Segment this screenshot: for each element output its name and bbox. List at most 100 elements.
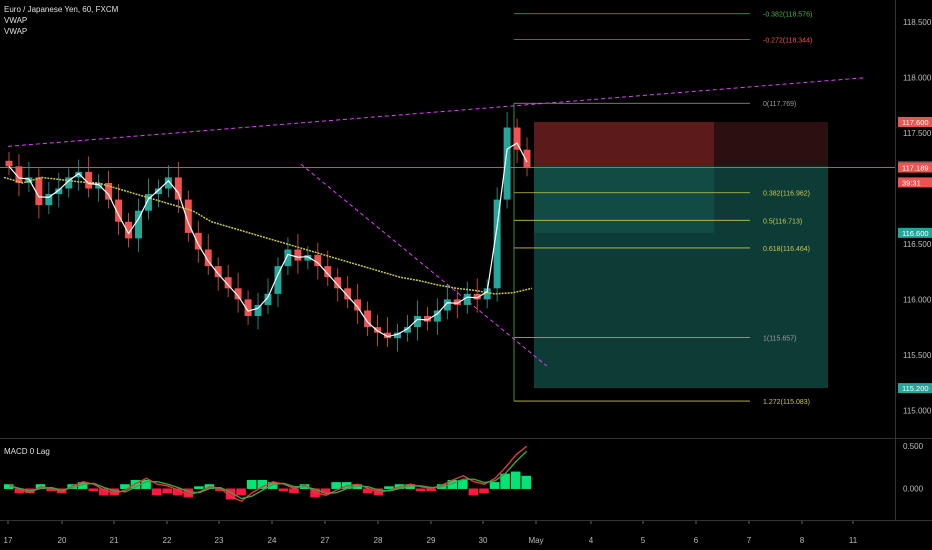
time-tick-label: 6 (694, 536, 699, 545)
macd-histogram-bar (489, 482, 500, 489)
candle-body (433, 310, 441, 322)
macd-histogram-bar (88, 488, 99, 492)
vwap-legend-1[interactable]: VWAP (4, 16, 28, 25)
candle-body (294, 249, 302, 261)
time-tick-label: 20 (58, 536, 67, 545)
macd-histogram-bar (162, 488, 172, 494)
vwap-legend-2[interactable]: VWAP (4, 27, 28, 36)
macd-histogram-bar (14, 488, 25, 494)
candle-body (443, 299, 451, 311)
candle-body (483, 288, 491, 300)
symbol-title[interactable]: Euro / Japanese Yen, 60, FXCM (4, 5, 119, 14)
time-tick-label: 23 (215, 536, 224, 545)
candle-body (324, 266, 332, 278)
price-tick-label: 117.500 (903, 129, 932, 138)
time-tick-label: 5 (641, 536, 646, 545)
candle-body (394, 332, 401, 339)
fib-level-label: 0.618(116.464) (763, 246, 810, 253)
candle-body (413, 316, 421, 328)
candle-body (493, 199, 501, 289)
fib-level-label: 0.5(116.713) (763, 218, 802, 225)
time-tick-label: 24 (268, 536, 277, 545)
vwap-line-dotted (3, 176, 533, 295)
candle-body (503, 127, 511, 200)
price-badge-label: 39:31 (902, 178, 921, 187)
candle-body (224, 277, 232, 289)
fib-level-label: 1.272(115.083) (763, 399, 810, 406)
macd-histogram-bar (99, 488, 109, 496)
candle-body (374, 327, 382, 333)
candle-body (85, 171, 93, 189)
macd-histogram-bar (151, 488, 162, 496)
candle-body (55, 188, 63, 195)
candle-body (154, 188, 162, 195)
macd-histogram-bar (194, 486, 204, 489)
fib-level-label: 1(115.657) (763, 335, 796, 342)
macd-histogram-bar (183, 488, 194, 498)
time-tick-label: 21 (110, 536, 119, 545)
macd-tick-label: 0.000 (903, 484, 924, 493)
macd-histogram-bar (215, 488, 225, 492)
candle-body (174, 177, 182, 200)
macd-histogram-bar (458, 480, 468, 489)
price-tick-label: 116.500 (903, 240, 932, 249)
candle-body (334, 277, 342, 289)
macd-histogram-bar (225, 488, 236, 500)
macd-histogram-bar (521, 475, 531, 489)
candle-body (304, 255, 312, 261)
macd-histogram-bar (363, 488, 373, 494)
candle-body (384, 332, 392, 339)
fib-level-label: 0.382(116.962) (763, 191, 810, 198)
candle-body (354, 299, 362, 311)
macd-histogram-bar (77, 482, 88, 489)
candle-body (314, 255, 322, 267)
price-badge (898, 177, 932, 188)
macd-histogram-bar (257, 480, 267, 489)
time-tick-label: May (528, 536, 543, 545)
candle-body (95, 182, 103, 189)
price-tick-label: 115.500 (903, 351, 932, 360)
macd-title[interactable]: MACD 0 Lag (4, 447, 50, 456)
candle-body (403, 327, 411, 333)
time-tick-label: 8 (800, 536, 805, 545)
candle-body (214, 266, 222, 278)
candle-body (164, 177, 172, 189)
candle-body (5, 160, 13, 167)
macd-histogram-bar (246, 480, 257, 489)
pane-divider (0, 438, 932, 439)
macd-histogram-bar (426, 488, 436, 492)
time-tick-label: 7 (747, 536, 752, 545)
time-tick-label: 27 (321, 536, 330, 545)
time-tick-label: 28 (374, 536, 383, 545)
macd-histogram-bar (510, 471, 521, 489)
price-badge-label: 116.600 (902, 229, 929, 238)
candle-body (204, 249, 212, 267)
candle-body (105, 182, 113, 200)
chart-legend: Euro / Japanese Yen, 60, FXCM VWAP VWAP (4, 4, 118, 37)
candle-body (264, 293, 272, 305)
price-tick-label: 115.000 (903, 406, 932, 415)
time-tick-label: 29 (427, 536, 436, 545)
fib-level-label: -0.382(118.576) (763, 12, 812, 19)
macd-histogram-bar (268, 482, 278, 489)
stop-loss-zone (534, 121, 714, 167)
vwap-line-white (8, 142, 528, 338)
candle-body (364, 310, 372, 328)
time-tick-label: 4 (589, 536, 594, 545)
macd-histogram-bar (384, 486, 394, 489)
price-badge (898, 162, 932, 173)
candle-body (284, 249, 292, 267)
macd-histogram-bar (56, 488, 67, 494)
candle-body (115, 199, 123, 222)
candle-body (184, 199, 192, 233)
price-tick-label: 116.000 (903, 295, 932, 304)
macd-histogram-bar (331, 482, 341, 489)
macd-histogram-bar (289, 488, 299, 494)
candle-body (194, 232, 202, 250)
macd-series-line (8, 445, 528, 502)
price-axis-divider (895, 0, 896, 520)
macd-histogram-bar (320, 488, 331, 494)
price-tick-label: 118.500 (903, 18, 932, 27)
candle-body (244, 299, 252, 317)
